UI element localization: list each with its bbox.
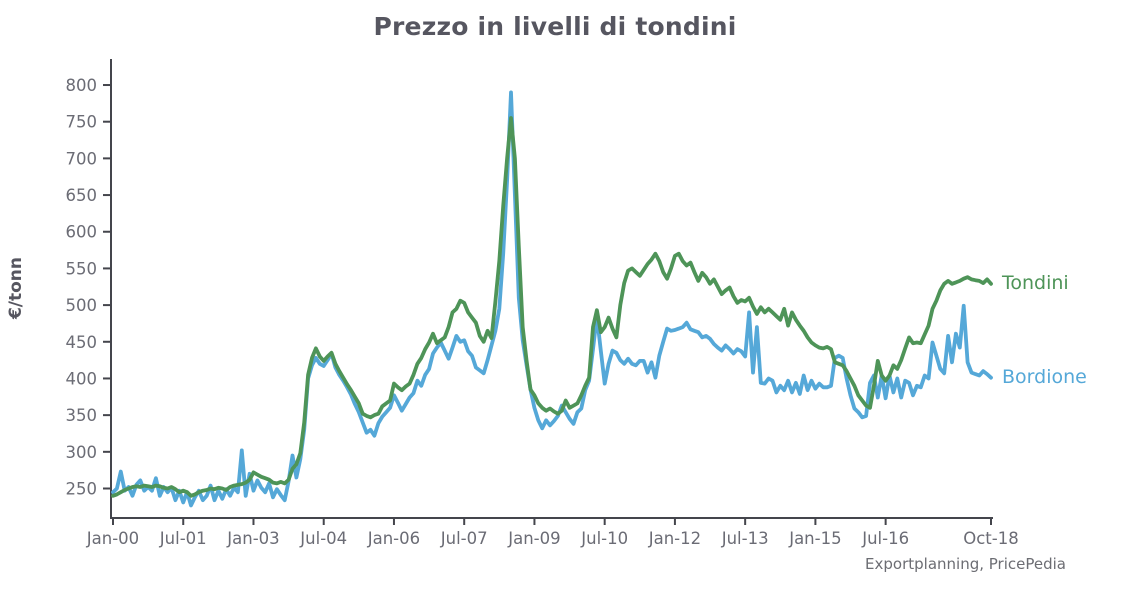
bordione-end-label: Bordione: [1002, 366, 1087, 388]
y-axis-tick-label: 600: [66, 223, 98, 242]
y-axis-tick-label: 300: [66, 443, 98, 462]
bordione-series-line[interactable]: [111, 90, 993, 508]
y-axis-tick-label: 650: [66, 186, 98, 205]
x-axis-tick-label: Jan-12: [648, 529, 701, 548]
x-axis-tick-label: Jan-09: [507, 529, 560, 548]
x-axis-tick-label: Jan-03: [226, 529, 279, 548]
tondini-end-label: Tondini: [1002, 272, 1069, 294]
y-axis-tick-label: 700: [66, 149, 98, 168]
x-axis-tick-label: Oct-18: [963, 529, 1018, 548]
attribution: Exportplanning, PricePedia: [865, 555, 1066, 573]
y-axis-tick-label: 800: [66, 76, 98, 95]
x-axis-tick-label: Jul-07: [440, 529, 488, 548]
chart-title: Prezzo in livelli di tondini: [373, 12, 737, 41]
y-axis-tick-label: 400: [66, 369, 98, 388]
x-axis-tick-label: Jul-16: [861, 529, 909, 548]
y-axis-tick-label: 550: [66, 259, 98, 278]
x-axis-tick-label: Jul-13: [721, 529, 769, 548]
x-axis-tick-label: Jan-15: [788, 529, 841, 548]
x-axis-tick-label: Jul-04: [299, 529, 347, 548]
tondini-series-line[interactable]: [111, 116, 993, 498]
x-axis-tick-label: Jul-10: [580, 529, 628, 548]
y-axis-tick-label: 450: [66, 333, 98, 352]
x-axis-tick-label: Jan-06: [367, 529, 420, 548]
y-axis-tick-label: 500: [66, 296, 98, 315]
y-axis-tick-label: 250: [66, 480, 98, 499]
x-axis-tick-label: Jul-01: [159, 529, 207, 548]
x-axis-tick-label: Jan-00: [86, 529, 139, 548]
y-axis-tick-label: 350: [66, 406, 98, 425]
y-axis-tick-label: 750: [66, 113, 98, 132]
